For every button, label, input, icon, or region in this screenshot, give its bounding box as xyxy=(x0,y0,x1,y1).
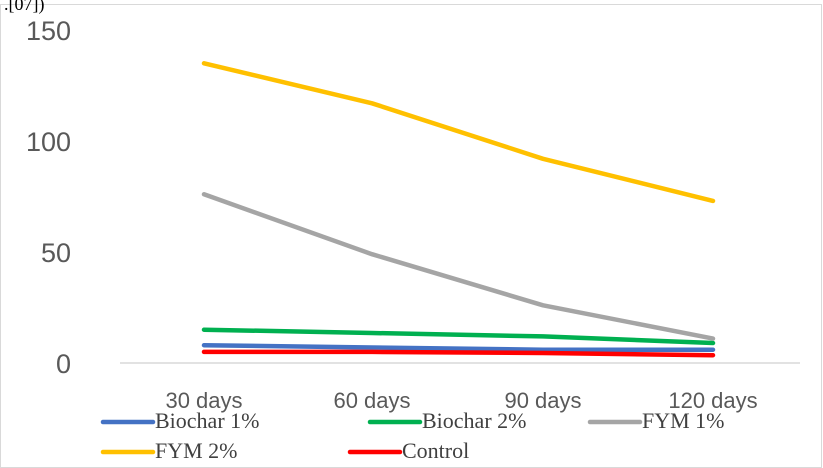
legend-label: Biochar 1% xyxy=(155,408,259,433)
clipped-caption-text: .[07]) xyxy=(4,0,44,15)
series-line-biochar-2 xyxy=(201,327,716,346)
series-line-fym-2 xyxy=(201,61,716,204)
x-tick-label: 60 days xyxy=(333,388,410,413)
legend-label: FYM 2% xyxy=(155,438,238,463)
legend: Biochar 1% Biochar 2% FYM 1% FYM 2% Control xyxy=(100,408,725,463)
y-tick-label: 0 xyxy=(56,349,71,379)
series-line-control xyxy=(201,349,716,358)
x-tick-label: 30 days xyxy=(165,388,242,413)
y-axis-ticks: 0 50 100 150 xyxy=(26,16,71,379)
x-tick-label: 90 days xyxy=(504,388,581,413)
series-line-fym-1 xyxy=(201,192,716,341)
x-axis-ticks: 30 days 60 days 90 days 120 days xyxy=(165,388,757,413)
y-tick-label: 50 xyxy=(41,238,71,268)
y-tick-label: 150 xyxy=(26,16,71,46)
series-line-biochar-1 xyxy=(201,342,716,352)
series-lines xyxy=(201,61,716,358)
legend-label: Control xyxy=(402,438,469,463)
legend-label: FYM 1% xyxy=(642,408,725,433)
x-tick-label: 120 days xyxy=(668,388,757,413)
y-tick-label: 100 xyxy=(26,127,71,157)
legend-label: Biochar 2% xyxy=(422,408,526,433)
